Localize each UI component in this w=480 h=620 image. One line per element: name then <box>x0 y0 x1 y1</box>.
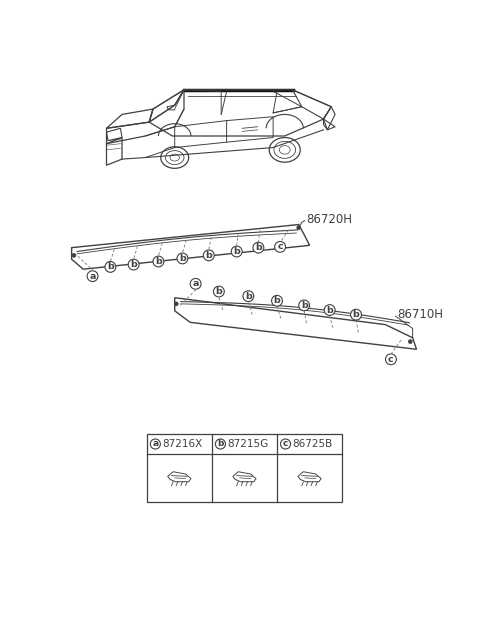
Text: b: b <box>155 257 162 266</box>
Text: 87216X: 87216X <box>162 439 203 449</box>
Circle shape <box>297 226 300 229</box>
Text: b: b <box>130 260 137 269</box>
Circle shape <box>280 439 290 449</box>
Text: 86720H: 86720H <box>306 213 352 226</box>
Text: b: b <box>179 254 186 263</box>
Circle shape <box>275 242 286 252</box>
Circle shape <box>128 259 139 270</box>
Circle shape <box>105 262 116 272</box>
Circle shape <box>243 291 254 301</box>
Text: b: b <box>326 306 333 314</box>
Text: b: b <box>274 296 280 305</box>
Text: a: a <box>152 440 158 448</box>
Bar <box>147 434 342 502</box>
Circle shape <box>253 242 264 253</box>
Text: 86725B: 86725B <box>292 439 333 449</box>
Circle shape <box>216 439 226 449</box>
Text: c: c <box>277 242 283 251</box>
Polygon shape <box>175 298 417 349</box>
Circle shape <box>385 354 396 365</box>
Circle shape <box>72 254 76 257</box>
Text: b: b <box>301 301 308 310</box>
Circle shape <box>190 278 201 289</box>
Circle shape <box>177 253 188 264</box>
Text: b: b <box>255 243 262 252</box>
Text: b: b <box>205 251 212 260</box>
Text: 86710H: 86710H <box>397 308 443 321</box>
Polygon shape <box>72 224 310 269</box>
Text: b: b <box>216 287 222 296</box>
Text: b: b <box>107 262 114 272</box>
Circle shape <box>150 439 160 449</box>
Circle shape <box>299 300 310 311</box>
Text: b: b <box>245 291 252 301</box>
Circle shape <box>87 271 98 281</box>
Circle shape <box>350 309 361 320</box>
Text: b: b <box>233 247 240 256</box>
Circle shape <box>324 304 335 316</box>
Circle shape <box>272 295 282 306</box>
Circle shape <box>204 250 214 261</box>
Circle shape <box>153 256 164 267</box>
Text: c: c <box>283 440 288 448</box>
Text: b: b <box>217 440 224 448</box>
Circle shape <box>214 286 224 297</box>
Text: b: b <box>353 310 360 319</box>
Text: 87215G: 87215G <box>228 439 269 449</box>
Text: c: c <box>388 355 394 364</box>
Text: a: a <box>89 272 96 281</box>
Circle shape <box>231 246 242 257</box>
Circle shape <box>408 340 412 343</box>
Circle shape <box>174 302 178 306</box>
Text: a: a <box>192 280 199 288</box>
